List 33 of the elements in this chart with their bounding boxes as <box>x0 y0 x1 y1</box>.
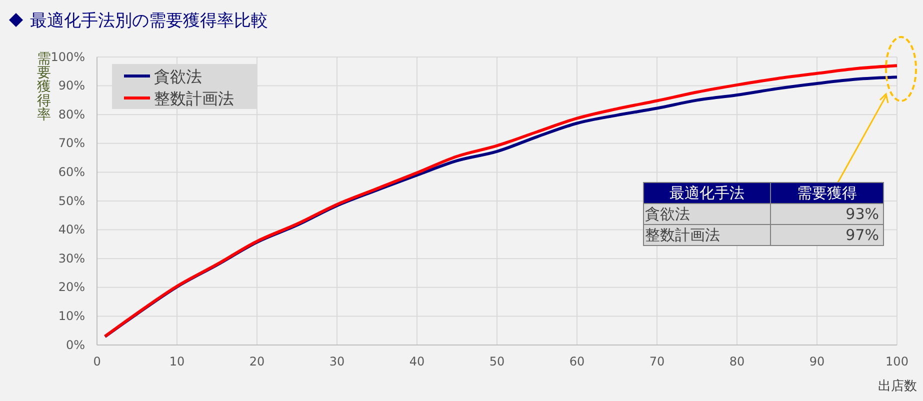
x-tick-label: 80 <box>729 354 745 369</box>
y-tick-label: 50% <box>58 194 85 208</box>
y-tick-label: 40% <box>58 222 85 237</box>
x-tick-label: 10 <box>169 354 185 369</box>
legend-label: 貪欲法 <box>154 67 202 86</box>
x-tick-label: 60 <box>569 354 585 369</box>
y-tick-label: 80% <box>58 107 85 122</box>
y-tick-label: 90% <box>58 78 85 93</box>
x-tick-label: 70 <box>649 354 665 369</box>
x-tick-label: 100 <box>886 354 908 369</box>
y-tick-label: 0% <box>66 338 85 352</box>
x-tick-label: 90 <box>809 354 825 369</box>
annotation: 需要獲得 <box>770 182 884 204</box>
annotation: 93% <box>770 204 884 224</box>
y-tick-label: 70% <box>58 136 85 150</box>
annotation: 最適化手法 <box>644 182 770 204</box>
text: 貪欲法 <box>645 204 690 222</box>
x-tick-label: 0 <box>93 354 101 369</box>
x-tick-label: 40 <box>409 354 425 369</box>
text: 整数計画法 <box>645 226 720 244</box>
x-tick-label: 50 <box>489 354 505 369</box>
y-tick-label: 20% <box>58 280 85 294</box>
y-axis-title: 需要獲得率 <box>37 51 51 123</box>
x-tick-label: 20 <box>249 354 265 369</box>
annotation: 97% <box>770 224 884 246</box>
y-tick-label: 30% <box>58 251 85 266</box>
x-tick-label: 30 <box>329 354 345 369</box>
y-tick-label: 60% <box>58 165 85 180</box>
legend-label: 整数計画法 <box>154 89 234 108</box>
chart-title: 最適化手法別の需要獲得率比較 <box>30 11 268 31</box>
x-axis-title: 出店数 <box>878 378 917 394</box>
y-tick-label: 100% <box>50 50 85 64</box>
y-tick-label: 10% <box>58 309 85 324</box>
